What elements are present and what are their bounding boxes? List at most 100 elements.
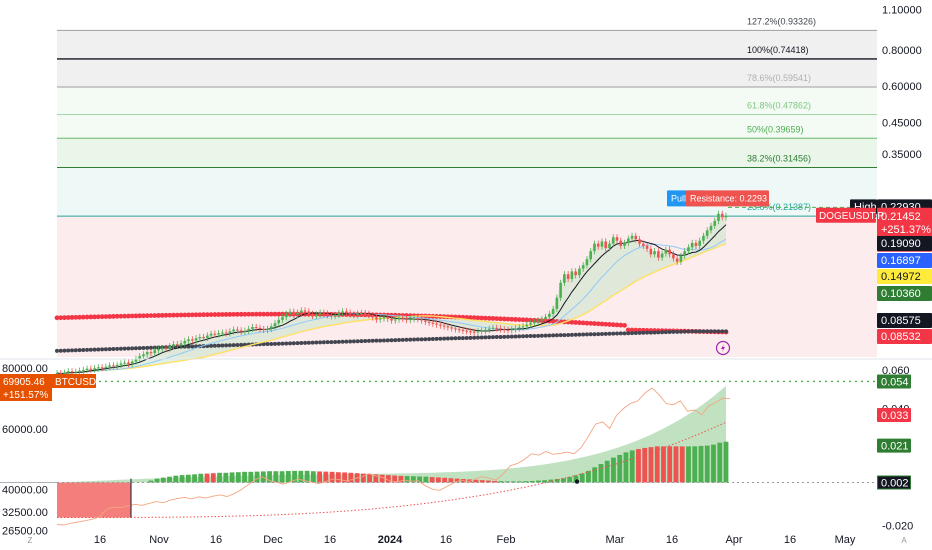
candle[interactable] (517, 327, 521, 329)
histogram-bar[interactable] (417, 476, 423, 483)
candle[interactable] (123, 362, 126, 364)
candle[interactable] (183, 340, 187, 344)
histogram-bar[interactable] (617, 454, 623, 483)
candle[interactable] (179, 343, 183, 346)
histogram-bar[interactable] (529, 480, 535, 483)
histogram-bar[interactable] (573, 475, 579, 483)
candle[interactable] (694, 242, 698, 246)
candle[interactable] (360, 313, 363, 315)
candle[interactable] (363, 313, 367, 315)
candle[interactable] (675, 258, 679, 262)
histogram-bar[interactable] (686, 446, 691, 483)
histogram-bar[interactable] (554, 479, 560, 483)
candle[interactable] (375, 317, 378, 320)
histogram-bar[interactable] (423, 476, 429, 483)
candle[interactable] (145, 352, 149, 355)
resistance-label[interactable]: Resistance: 0.2293 (690, 193, 767, 203)
candle[interactable] (416, 318, 420, 320)
histogram-bar[interactable] (285, 471, 291, 483)
candle[interactable] (243, 330, 247, 332)
candle[interactable] (74, 371, 78, 373)
candle[interactable] (683, 251, 686, 256)
candle[interactable] (168, 346, 172, 349)
histogram-bar[interactable] (267, 471, 272, 483)
candle[interactable] (345, 311, 348, 313)
candle[interactable] (236, 329, 239, 331)
histogram-bar[interactable] (517, 481, 523, 483)
candle[interactable] (679, 255, 683, 262)
histogram-bar[interactable] (404, 476, 410, 483)
candle[interactable] (228, 331, 232, 334)
candle[interactable] (315, 314, 318, 316)
candle[interactable] (720, 213, 724, 218)
histogram-bar[interactable] (654, 446, 660, 483)
candle[interactable] (525, 324, 529, 327)
histogram-bar[interactable] (586, 470, 591, 483)
histogram-bar[interactable] (636, 449, 641, 483)
candle[interactable] (668, 249, 671, 255)
candle[interactable] (623, 242, 626, 246)
histogram-bar[interactable] (442, 477, 448, 483)
candle[interactable] (540, 319, 544, 321)
candle[interactable] (232, 329, 235, 332)
candle[interactable] (82, 369, 85, 371)
candle[interactable] (442, 325, 446, 327)
candle[interactable] (386, 316, 390, 319)
candle[interactable] (657, 251, 660, 258)
candle[interactable] (608, 243, 611, 249)
candle[interactable] (85, 368, 89, 370)
candle[interactable] (175, 344, 179, 346)
candle[interactable] (378, 318, 382, 320)
candle[interactable] (269, 326, 273, 329)
histogram-bar[interactable] (504, 481, 510, 483)
candle[interactable] (247, 328, 250, 331)
candle[interactable] (221, 332, 224, 334)
candle[interactable] (164, 347, 168, 349)
candle[interactable] (649, 248, 653, 255)
histogram-bar[interactable] (592, 467, 598, 483)
histogram-bar[interactable] (523, 481, 529, 483)
histogram-bar[interactable] (304, 470, 310, 483)
histogram-bar[interactable] (448, 478, 454, 483)
candle[interactable] (600, 241, 604, 247)
histogram-bar[interactable] (673, 446, 679, 483)
candle[interactable] (172, 344, 175, 347)
candle[interactable] (296, 312, 299, 315)
candle[interactable] (472, 331, 476, 333)
candle[interactable] (604, 241, 608, 249)
histogram-bar[interactable] (229, 472, 235, 483)
histogram-bar[interactable] (704, 445, 710, 483)
candle[interactable] (322, 312, 326, 314)
candle[interactable] (89, 368, 93, 370)
candle[interactable] (134, 358, 138, 362)
candle[interactable] (93, 368, 96, 370)
histogram-bar[interactable] (410, 476, 416, 483)
candle[interactable] (157, 349, 160, 351)
candle[interactable] (593, 243, 596, 252)
histogram-bar[interactable] (604, 460, 610, 483)
candle[interactable] (461, 329, 465, 331)
histogram-bar[interactable] (348, 472, 354, 483)
histogram-bar[interactable] (279, 471, 285, 483)
candle[interactable] (119, 363, 123, 365)
candle[interactable] (97, 367, 100, 369)
candle[interactable] (130, 361, 134, 365)
candle[interactable] (611, 237, 615, 244)
candle[interactable] (153, 350, 157, 354)
candle[interactable] (281, 317, 284, 320)
candle[interactable] (702, 235, 705, 241)
candle[interactable] (254, 326, 258, 328)
candle[interactable] (570, 271, 574, 279)
candle[interactable] (551, 308, 555, 314)
candle[interactable] (529, 323, 532, 325)
candle[interactable] (217, 333, 220, 335)
candle[interactable] (578, 268, 581, 276)
candle[interactable] (318, 312, 322, 315)
candle[interactable] (209, 333, 213, 336)
candle[interactable] (194, 338, 198, 341)
candle[interactable] (266, 328, 269, 330)
candle[interactable] (337, 313, 341, 315)
histogram-bar[interactable] (667, 446, 673, 483)
histogram-bar[interactable] (498, 481, 504, 483)
histogram-bar[interactable] (254, 471, 260, 483)
